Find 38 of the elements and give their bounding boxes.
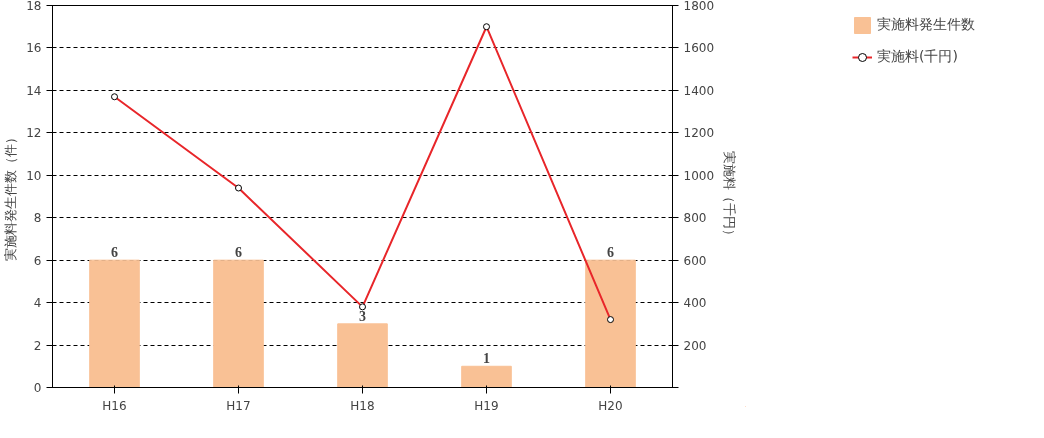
x-tick-label: H18	[350, 398, 375, 413]
bar	[585, 259, 636, 388]
y-tick-label: 16	[26, 41, 42, 56]
y2-tick-label: 1800	[683, 0, 715, 13]
y-tick-label: 6	[33, 253, 42, 268]
y2-axis-title: 実施料（千円）	[722, 151, 738, 242]
bar	[337, 323, 388, 388]
y2-tick-label: 1600	[683, 41, 715, 56]
x-tick-label: H17	[226, 398, 251, 413]
data-label: 3	[359, 308, 366, 324]
x-tick-label: H16	[102, 398, 127, 413]
y2-tick-label: 200	[683, 338, 707, 353]
bar	[89, 259, 140, 388]
data-label: 1	[483, 351, 490, 367]
x-tick-label: H20	[598, 398, 623, 413]
y-tick-label: 4	[33, 296, 42, 311]
y2-tick-label: 1400	[683, 83, 715, 98]
y-tick-label: 2	[33, 338, 42, 353]
y-tick-label: 10	[26, 168, 42, 183]
y-tick-label: 14	[26, 83, 42, 98]
y2-tick-label: 1000	[683, 168, 715, 183]
y2-tick-label: 1200	[683, 126, 715, 141]
y-axis-title: 実施料発生件数（件）	[3, 131, 19, 262]
data-label: 6	[607, 245, 614, 261]
data-label: 6	[111, 245, 118, 261]
legend-label: 実施料発生件数	[877, 16, 975, 34]
y-tick-label: 12	[26, 126, 42, 141]
data-label: 6	[235, 245, 242, 261]
y-tick-label: 8	[33, 211, 42, 226]
bar	[461, 365, 512, 388]
bar	[213, 259, 264, 388]
y2-tick-label: 800	[683, 211, 707, 226]
legend-label: 実施料(千円)	[877, 48, 958, 66]
y-tick-label: 0	[33, 381, 42, 395]
y2-tick-label: 400	[683, 296, 707, 311]
x-tick-label: H19	[474, 398, 499, 413]
y-tick-label: 18	[26, 0, 42, 13]
y2-tick-label: 600	[683, 253, 707, 268]
